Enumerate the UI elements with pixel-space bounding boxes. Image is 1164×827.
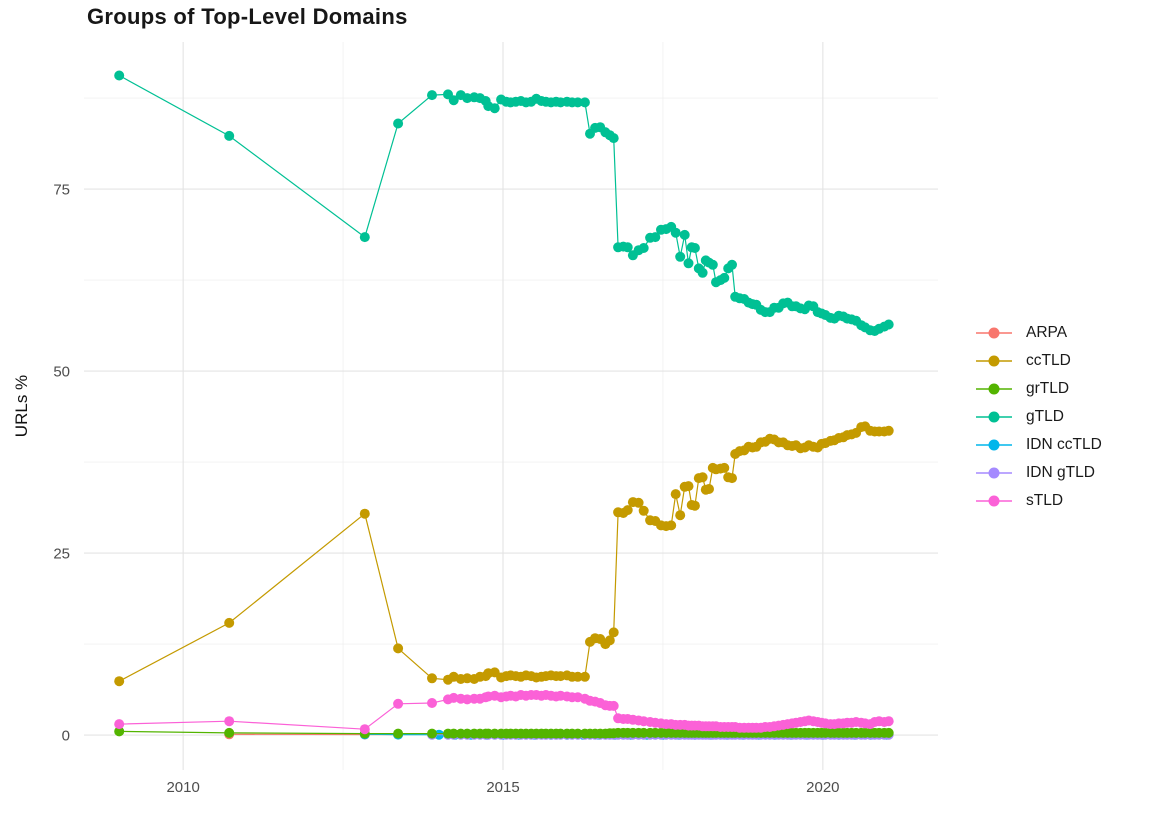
- data-point: [359, 508, 370, 519]
- series-stld: [114, 690, 894, 735]
- legend-label: ccTLD: [1026, 352, 1071, 369]
- data-point: [697, 472, 708, 483]
- legend-label: IDN ccTLD: [1026, 436, 1102, 453]
- legend-key-icon: [976, 411, 1012, 423]
- data-point: [683, 481, 694, 492]
- data-point: [883, 716, 894, 727]
- legend-label: gTLD: [1026, 408, 1064, 425]
- data-point: [707, 259, 718, 270]
- data-point: [489, 103, 500, 114]
- legend-label: sTLD: [1026, 492, 1064, 509]
- data-point: [633, 497, 644, 508]
- x-tick-label: 2015: [486, 779, 519, 796]
- x-tick-label: 2010: [166, 779, 199, 796]
- legend-item-arpa: ARPA: [974, 319, 1102, 347]
- data-point: [727, 259, 737, 270]
- data-point: [224, 617, 235, 628]
- data-point: [675, 251, 686, 262]
- legend-item-stld: sTLD: [974, 487, 1102, 515]
- data-point: [608, 627, 619, 638]
- gridlines-major: [84, 42, 938, 770]
- data-point: [427, 728, 437, 739]
- data-point: [608, 133, 619, 144]
- legend-key-icon: [976, 355, 1012, 367]
- legend-item-idn-gtld: IDN gTLD: [974, 459, 1102, 487]
- data-point: [704, 484, 714, 494]
- data-point: [224, 727, 235, 738]
- x-axis-tick-labels: 2010 2015 2020: [166, 779, 839, 796]
- data-point: [604, 635, 615, 646]
- data-point: [727, 473, 737, 484]
- series-gtld: [114, 70, 894, 336]
- data-point: [114, 719, 125, 730]
- data-point: [572, 728, 583, 739]
- data-point: [224, 716, 235, 727]
- data-point: [719, 272, 730, 283]
- data-point: [393, 118, 404, 129]
- data-point: [638, 243, 649, 253]
- data-point: [427, 673, 437, 684]
- data-point: [689, 500, 700, 511]
- data-point: [683, 258, 694, 269]
- legend: ARPA ccTLD grTLD gTLD IDN ccTLD IDN gTLD sTLD: [974, 319, 1102, 515]
- chart-title: Groups of Top-Level Domains: [87, 4, 408, 29]
- x-tick-label: 2020: [806, 779, 839, 796]
- data-point: [697, 267, 708, 278]
- legend-item-idn-cctld: IDN ccTLD: [974, 431, 1102, 459]
- legend-label: ARPA: [1026, 324, 1068, 341]
- data-point: [883, 425, 894, 436]
- legend-key-icon: [976, 467, 1012, 479]
- data-point: [393, 728, 404, 739]
- data-point: [359, 724, 370, 735]
- data-point: [393, 643, 404, 654]
- data-point: [689, 243, 700, 253]
- data-point: [608, 700, 619, 711]
- data-point: [427, 90, 437, 101]
- legend-item-grtld: grTLD: [974, 375, 1102, 403]
- legend-label: IDN gTLD: [1026, 464, 1095, 481]
- legend-key-icon: [976, 439, 1012, 451]
- data-point: [666, 520, 677, 531]
- data-point: [448, 95, 459, 106]
- y-axis-tick-labels: 0 25 50 75: [53, 182, 70, 745]
- data-point: [224, 130, 235, 141]
- legend-key-icon: [976, 495, 1012, 507]
- data-point: [670, 489, 681, 500]
- data-point: [572, 671, 583, 682]
- legend-item-cctld: ccTLD: [974, 347, 1102, 375]
- data-point: [572, 97, 583, 108]
- data-point: [114, 70, 125, 81]
- data-point: [719, 462, 730, 473]
- data-point: [462, 728, 473, 739]
- legend-key-icon: [976, 327, 1012, 339]
- y-tick-label: 50: [53, 364, 70, 381]
- data-point: [675, 510, 686, 521]
- series-cctld: [114, 421, 894, 687]
- y-tick-label: 25: [53, 546, 70, 563]
- data-point: [579, 671, 590, 682]
- data-point: [670, 227, 681, 238]
- data-point: [883, 319, 894, 330]
- data-point: [883, 727, 894, 738]
- legend-item-gtld: gTLD: [974, 403, 1102, 431]
- gridlines-minor: [84, 42, 938, 770]
- data-point: [679, 229, 690, 240]
- data-point: [650, 232, 661, 243]
- data-point: [393, 698, 404, 709]
- data-point: [427, 698, 437, 708]
- y-tick-label: 75: [53, 182, 70, 199]
- y-tick-label: 0: [62, 728, 70, 745]
- data-point: [114, 676, 125, 687]
- data-point: [622, 242, 633, 253]
- data-point: [359, 232, 370, 243]
- data-point: [579, 97, 590, 108]
- legend-key-icon: [976, 383, 1012, 395]
- data-point: [114, 726, 125, 737]
- data-point: [638, 505, 649, 516]
- data-point: [622, 505, 633, 516]
- data-point: [448, 728, 459, 739]
- legend-label: grTLD: [1026, 380, 1070, 397]
